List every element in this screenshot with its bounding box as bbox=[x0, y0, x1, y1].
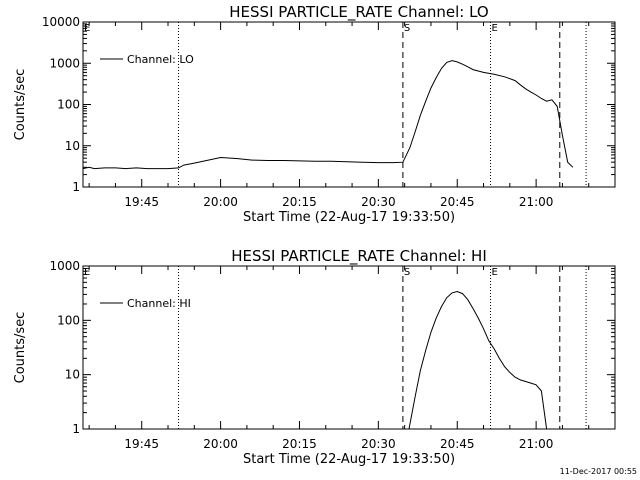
x-tick-label: 19:45 bbox=[124, 195, 159, 209]
x-tick-label: 20:30 bbox=[361, 437, 396, 451]
x-tick-label: 20:45 bbox=[440, 437, 475, 451]
y-tick-label: 10 bbox=[65, 368, 80, 382]
y-tick-label: 10 bbox=[65, 139, 80, 153]
series-line bbox=[408, 290, 548, 430]
x-tick-label: 20:30 bbox=[361, 195, 396, 209]
marker-label: E bbox=[492, 23, 498, 34]
chart-panel-hi: HESSI PARTICLE_RATE Channel: HI Start Ti… bbox=[13, 247, 616, 467]
y-tick-label: 100 bbox=[57, 313, 80, 327]
y-tick-label: 1000 bbox=[49, 56, 80, 70]
y-axis-label: Counts/sec bbox=[13, 69, 28, 141]
x-tick-label: 20:15 bbox=[282, 437, 317, 451]
series-line bbox=[82, 60, 574, 170]
x-axis-label: Start Time (22-Aug-17 19:33:50) bbox=[243, 210, 455, 225]
marker-label: S bbox=[404, 23, 410, 34]
marker-label: E bbox=[84, 267, 90, 278]
y-tick-label: 10000 bbox=[42, 15, 80, 29]
chart-panel-lo: HESSI PARTICLE_RATE Channel: LO Start Ti… bbox=[13, 3, 616, 225]
x-tick-label: 20:15 bbox=[282, 195, 317, 209]
x-tick-label: 20:45 bbox=[440, 195, 475, 209]
x-tick-label: 21:00 bbox=[519, 195, 554, 209]
x-tick-label: 20:00 bbox=[203, 195, 238, 209]
marker-label: E bbox=[492, 267, 498, 278]
marker-label: E bbox=[84, 23, 90, 34]
legend-label: Channel: LO bbox=[127, 53, 194, 66]
legend-label: Channel: HI bbox=[127, 297, 191, 310]
plot-frame bbox=[82, 265, 616, 430]
y-tick-label: 100 bbox=[57, 98, 80, 112]
x-axis-label: Start Time (22-Aug-17 19:33:50) bbox=[243, 452, 455, 467]
chart-title: HESSI PARTICLE_RATE Channel: LO bbox=[229, 3, 488, 22]
x-tick-label: 21:00 bbox=[519, 437, 554, 451]
chart-title: HESSI PARTICLE_RATE Channel: HI bbox=[231, 247, 487, 266]
x-tick-label: 20:00 bbox=[203, 437, 238, 451]
y-tick-label: 1000 bbox=[49, 259, 80, 273]
y-axis-label: Counts/sec bbox=[13, 312, 28, 384]
footer-timestamp: 11-Dec-2017 00:55 bbox=[560, 467, 637, 476]
x-tick-label: 19:45 bbox=[124, 437, 159, 451]
marker-label: S bbox=[404, 267, 410, 278]
y-tick-label: 1 bbox=[72, 422, 80, 436]
y-tick-label: 1 bbox=[72, 180, 80, 194]
